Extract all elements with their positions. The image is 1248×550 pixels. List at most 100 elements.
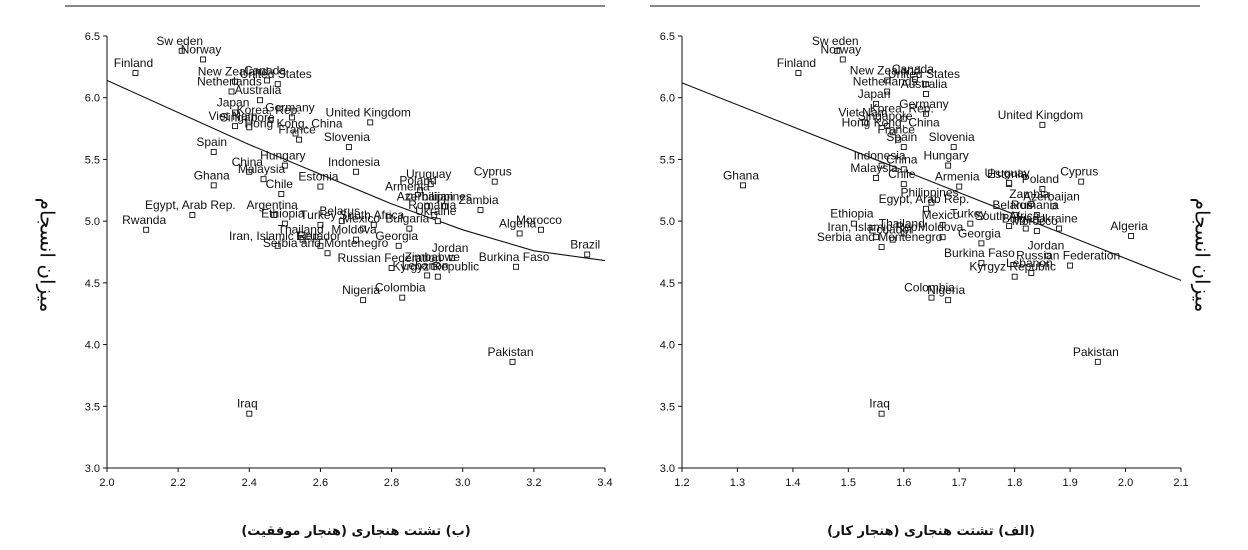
data-point-label: Kyrgyz Republic xyxy=(969,260,1056,274)
data-point-label: Mexico xyxy=(922,208,960,222)
data-point-label: China xyxy=(886,152,918,166)
data-point-label: Ecuador xyxy=(296,229,341,243)
x-tick-label: 2.2 xyxy=(170,477,185,489)
data-point xyxy=(491,178,498,185)
data-point xyxy=(889,129,896,136)
data-point-label: Estonia xyxy=(987,167,1027,181)
fit-line xyxy=(106,79,606,262)
data-point-label: Georgia xyxy=(375,229,418,243)
data-point-label: China xyxy=(232,155,264,169)
data-point-label: Spain xyxy=(196,135,227,149)
data-point-label: United Kingdom xyxy=(326,105,411,119)
data-point-label: Hungary xyxy=(260,149,305,163)
data-point xyxy=(317,242,324,249)
data-point-label: Mexico xyxy=(342,212,380,226)
data-point-label: Morocco xyxy=(1012,214,1058,228)
data-point xyxy=(1056,225,1062,232)
data-point-label: Australia xyxy=(901,77,948,91)
data-point-label: Russian Federation xyxy=(338,251,442,265)
data-point-label: Finland xyxy=(777,56,816,70)
data-point xyxy=(449,255,455,262)
data-point-label: Ethiopia xyxy=(261,207,305,221)
data-point-label: Indonesia xyxy=(854,149,906,163)
x-tick-label: 2.8 xyxy=(384,477,399,489)
data-point xyxy=(264,77,271,84)
data-point-label: Germany xyxy=(899,97,948,111)
data-point-label: Slovenia xyxy=(929,130,975,144)
data-point-label: Viet Nam xyxy=(838,105,887,119)
data-point-label: Malaysia xyxy=(238,162,286,176)
data-point xyxy=(132,70,139,76)
data-point xyxy=(228,88,235,95)
data-point-label: Spain xyxy=(886,130,917,144)
y-tick-label: 3.5 xyxy=(85,401,100,413)
data-point xyxy=(538,226,544,233)
data-point xyxy=(950,144,957,151)
data-point-label: Romania xyxy=(408,198,456,212)
data-point xyxy=(873,174,880,181)
data-point-label: Uruguay xyxy=(984,166,1029,180)
data-point-label: Pakistan xyxy=(487,345,533,359)
data-point xyxy=(360,225,367,232)
data-point-label: Thailand xyxy=(278,223,324,237)
data-point xyxy=(978,240,985,247)
data-point-label: Moldova xyxy=(331,223,377,237)
data-point-label: Lebanon xyxy=(402,258,449,272)
data-point-label: Estonia xyxy=(298,170,338,184)
data-point xyxy=(889,236,896,243)
data-point-label: Colombia xyxy=(375,281,426,295)
y-tick-label: 6.0 xyxy=(85,93,100,105)
data-point-label: Uruguay xyxy=(406,167,451,181)
data-point xyxy=(1033,212,1040,218)
data-point-label: Cyprus xyxy=(474,165,512,179)
data-point xyxy=(399,294,406,301)
x-tick-label: 1.3 xyxy=(730,477,745,489)
data-point-label: Chile xyxy=(266,177,294,191)
fit-line xyxy=(681,82,1182,281)
data-point xyxy=(431,212,438,218)
data-point xyxy=(967,220,974,227)
data-point xyxy=(232,78,239,85)
data-point-label: France xyxy=(278,123,316,137)
data-point xyxy=(939,221,946,228)
data-point xyxy=(232,109,239,116)
data-point xyxy=(928,294,935,301)
data-point xyxy=(1006,179,1013,186)
data-point xyxy=(246,168,253,175)
data-point-label: Russian Federation xyxy=(1016,249,1120,263)
data-point-label: Belarus xyxy=(319,204,360,218)
data-point-label: Jordan xyxy=(432,241,469,255)
data-point xyxy=(1039,121,1046,128)
data-point-label: Pakistan xyxy=(1073,345,1119,359)
data-point-label: Bulgaria xyxy=(385,212,429,226)
data-point-label: Egypt, Arab Rep. xyxy=(879,192,970,206)
x-tick-label: 3.2 xyxy=(526,477,541,489)
data-point xyxy=(1044,252,1051,259)
data-point xyxy=(367,119,374,126)
data-point-label: Malaysia xyxy=(850,161,898,175)
data-point-label: Jordan xyxy=(1028,239,1065,253)
data-point-label: Algeria xyxy=(499,216,537,230)
data-point xyxy=(1006,223,1013,230)
y-tick-label: 4.5 xyxy=(660,278,675,290)
data-point-label: Zambia xyxy=(458,193,498,207)
data-point xyxy=(296,136,303,143)
data-point-label: Germany xyxy=(265,100,314,114)
data-point xyxy=(900,166,907,173)
data-point-label: Armenia xyxy=(385,179,430,193)
data-point-label: Indonesia xyxy=(328,155,380,169)
data-point xyxy=(1067,262,1074,269)
left-chart: 3.0 3.5 4.0 4.5 5.0 5.5 6.0 6.5 2.0 2.2 2.4 2.6 2.8 3… xyxy=(65,5,613,489)
y-tick-label: 6.5 xyxy=(660,31,675,43)
data-point xyxy=(189,212,196,218)
x-tick-label: 2.1 xyxy=(1173,477,1188,489)
data-point-label: Azerbaijan xyxy=(1023,189,1080,203)
data-point-label: Algeria xyxy=(1110,219,1148,233)
data-point-label: Norway xyxy=(820,42,861,56)
data-point-label: Slovenia xyxy=(324,130,370,144)
data-point xyxy=(509,358,516,365)
data-point xyxy=(862,119,868,126)
data-point xyxy=(143,226,150,233)
data-point-label: Ukraine xyxy=(415,204,457,218)
data-point xyxy=(434,218,441,225)
